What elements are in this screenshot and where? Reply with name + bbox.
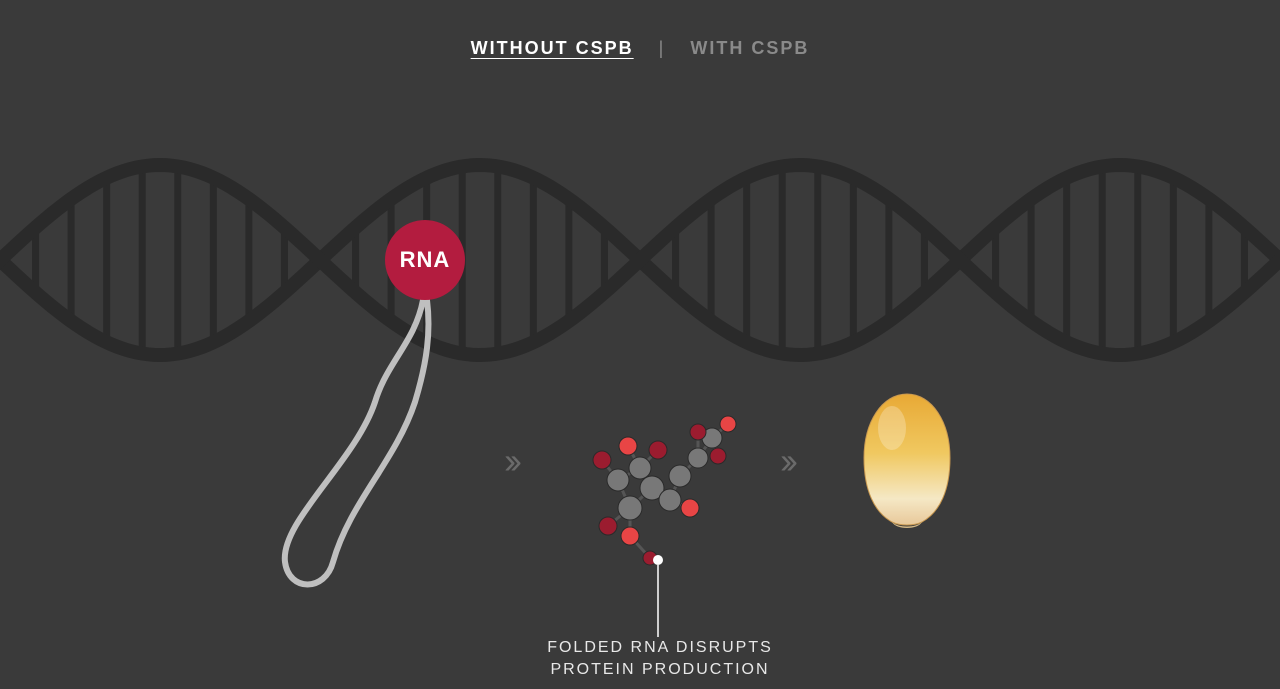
rna-badge-label: RNA [400,247,451,273]
tab-separator: | [659,38,666,59]
rna-badge: RNA [385,220,465,300]
tab-bar: WITHOUT CSPB | WITH CSPB [0,38,1280,59]
protein-molecule-icon [580,388,770,578]
tab-without-cspb[interactable]: WITHOUT CSPB [471,38,634,59]
caption: FOLDED RNA DISRUPTS PROTEIN PRODUCTION [510,637,810,682]
callout-line [648,552,668,642]
flow-arrow-2: ›› [780,440,792,482]
caption-line-2: PROTEIN PRODUCTION [510,659,810,681]
corn-kernel-icon [852,388,962,533]
rna-folded-strand [255,292,515,592]
caption-line-1: FOLDED RNA DISRUPTS [510,637,810,659]
dna-helix [0,130,1280,390]
flow-arrow-1: ›› [504,440,516,482]
tab-with-cspb[interactable]: WITH CSPB [690,38,809,59]
